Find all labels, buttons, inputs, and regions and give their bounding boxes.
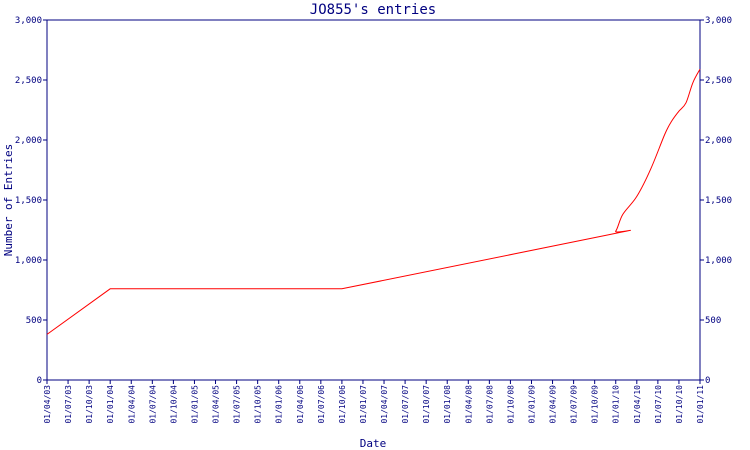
x-tick-label: 01/07/07: [401, 385, 410, 424]
y-tick-label: 1,500: [15, 196, 42, 206]
plot-frame: [46, 19, 701, 381]
x-tick-label: 01/01/04: [106, 385, 115, 424]
x-axis-label: Date: [360, 437, 387, 450]
x-tick-label: 01/04/09: [549, 385, 558, 424]
x-tick-label: 01/01/06: [275, 385, 284, 424]
y-tick-label: 0: [37, 376, 42, 386]
y-tick-label-right: 3,000: [705, 16, 732, 26]
chart-title: JO855's entries: [310, 2, 436, 18]
y-tick-label: 1,000: [15, 256, 42, 266]
x-tick-label: 01/04/08: [464, 385, 473, 424]
series-entries: [46, 68, 701, 335]
x-tick-label: 01/10/10: [675, 385, 684, 424]
x-tick-label: 01/04/03: [43, 385, 52, 424]
x-tick-label: 01/07/03: [64, 385, 73, 424]
x-axis-ticks: 01/04/03 01/07/03 01/10/03 01/01/04 01/04/04…: [43, 380, 705, 424]
x-tick-label: 01/10/07: [422, 385, 431, 424]
x-tick-label: 01/04/05: [212, 385, 221, 424]
y-axis-ticks-left: 0 500 1,000 1,500 2,000 2,500 3,000: [15, 16, 47, 386]
x-tick-label: 01/07/10: [654, 385, 663, 424]
x-tick-label: 01/01/09: [527, 385, 536, 424]
y-tick-label-right: 500: [705, 316, 721, 326]
x-tick-label: 01/10/06: [338, 385, 347, 424]
x-tick-label: 01/07/09: [570, 385, 579, 424]
y-tick-label-right: 1,000: [705, 256, 732, 266]
axes: [46, 19, 701, 381]
x-tick-label: 01/07/05: [233, 385, 242, 424]
y-tick-label: 3,000: [15, 16, 42, 26]
x-tick-label: 01/01/08: [443, 385, 452, 424]
x-tick-label: 01/10/08: [506, 385, 515, 424]
x-tick-label: 01/10/03: [85, 385, 94, 424]
y-tick-label-right: 0: [705, 376, 710, 386]
series-line: [46, 68, 701, 335]
x-tick-label: 01/10/05: [254, 385, 263, 424]
x-tick-label: 01/07/04: [148, 385, 157, 424]
x-tick-label: 01/04/07: [380, 385, 389, 424]
x-tick-label: 01/01/11: [696, 385, 705, 424]
y-tick-label-right: 1,500: [705, 196, 732, 206]
y-tick-label-right: 2,500: [705, 76, 732, 86]
y-tick-label: 2,000: [15, 136, 42, 146]
x-tick-label: 01/07/06: [317, 385, 326, 424]
x-tick-label: 01/01/10: [612, 385, 621, 424]
x-tick-label: 01/07/08: [485, 385, 494, 424]
x-tick-label: 01/04/04: [127, 385, 136, 424]
x-tick-label: 01/10/04: [169, 385, 178, 424]
x-tick-label: 01/04/06: [296, 385, 305, 424]
x-tick-label: 01/04/10: [633, 385, 642, 424]
y-tick-label: 2,500: [15, 76, 42, 86]
x-tick-label: 01/10/09: [591, 385, 600, 424]
y-axis-ticks-right: 0 500 1,000 1,500 2,000 2,500 3,000: [700, 16, 732, 386]
y-tick-label-right: 2,000: [705, 136, 732, 146]
y-tick-label: 500: [26, 316, 42, 326]
x-tick-label: 01/01/07: [359, 385, 368, 424]
y-axis-label: Number of Entries: [2, 144, 15, 257]
x-tick-label: 01/01/05: [190, 385, 199, 424]
